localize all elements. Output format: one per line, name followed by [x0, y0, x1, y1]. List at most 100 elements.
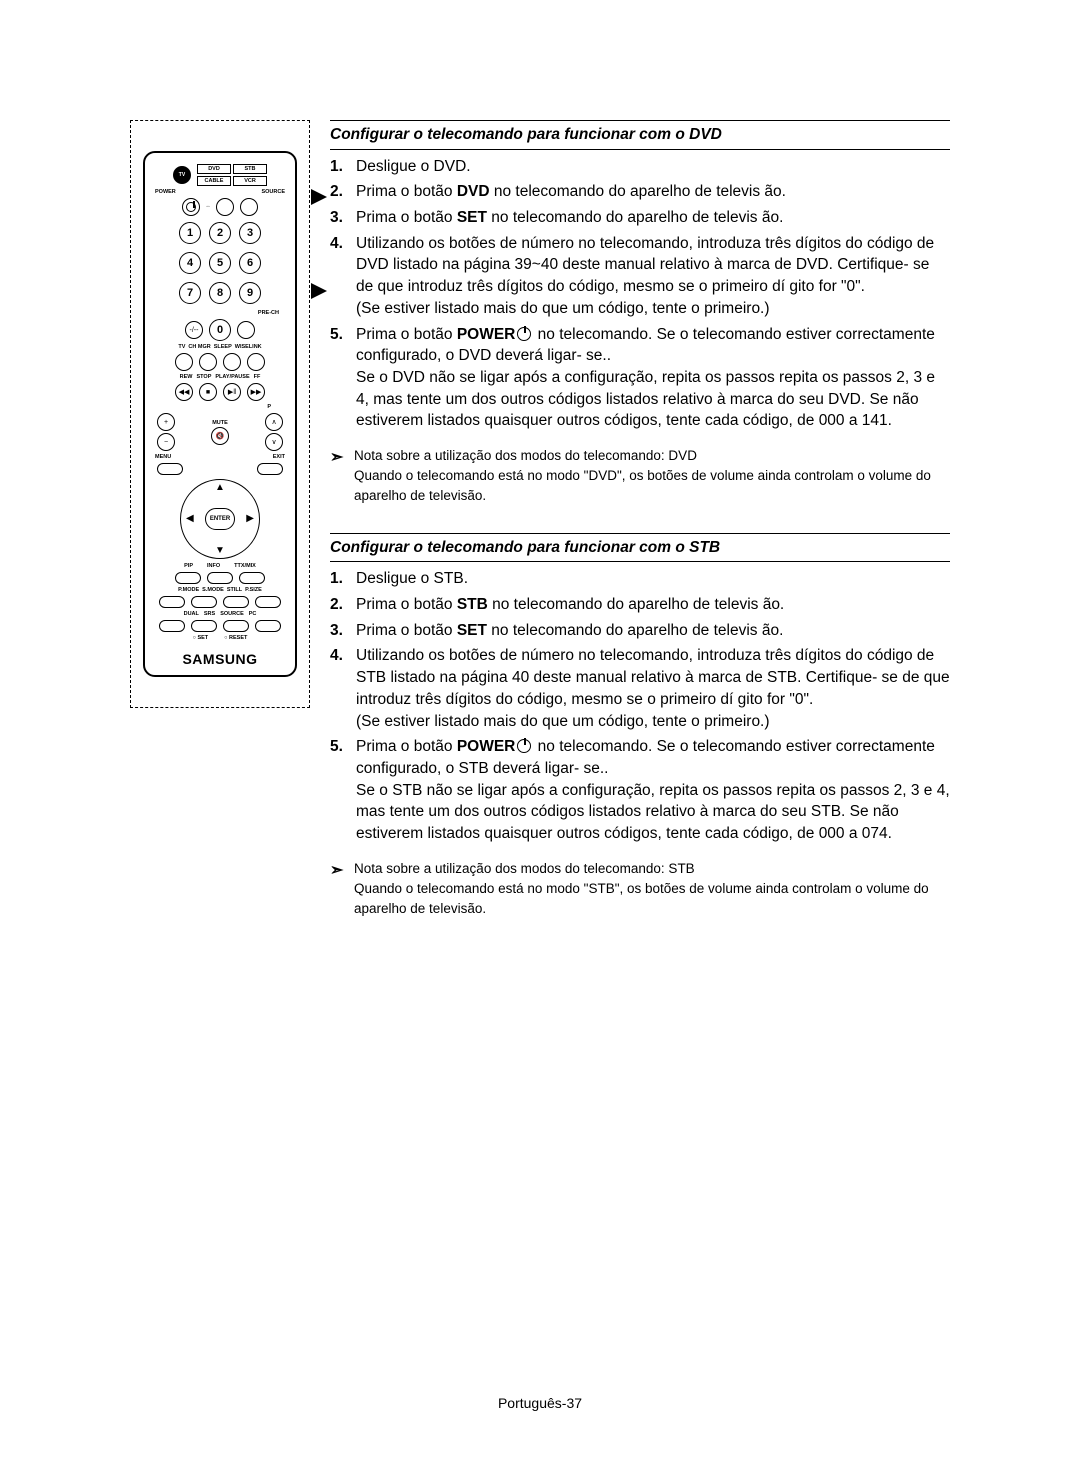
source-button	[240, 198, 258, 216]
remote-illustration-column: TV DVD STB CABLE VCR POWER SOURCE ◦◦	[130, 120, 310, 1421]
step-number: 1.	[330, 156, 356, 178]
steps-stb: 1.Desligue o STB.2.Prima o botão STB no …	[330, 568, 950, 844]
step-text: Prima o botão POWER no telecomando. Se o…	[356, 736, 950, 844]
lbl-srs: SRS	[204, 611, 215, 617]
remote-body: TV DVD STB CABLE VCR POWER SOURCE ◦◦	[143, 151, 297, 677]
section-dvd: Configurar o telecomando para funcionar …	[330, 120, 950, 507]
lbl-tv: TV	[178, 344, 185, 350]
power-button	[182, 198, 200, 216]
mode-vcr: VCR	[233, 176, 267, 186]
heading-stb: Configurar o telecomando para funcionar …	[330, 533, 950, 563]
num-9: 9	[239, 282, 261, 304]
fn-2	[199, 353, 217, 371]
lbl-source2: SOURCE	[220, 611, 244, 617]
lbl-still: STILL	[227, 587, 242, 593]
lbl-ff: FF	[254, 374, 261, 380]
lbl-chmgr: CH MGR	[188, 344, 210, 350]
lbl-rew: REW	[180, 374, 193, 380]
step-text: Prima o botão SET no telecomando do apar…	[356, 207, 950, 229]
play-button: ▶‖	[223, 383, 241, 401]
step: 1.Desligue o DVD.	[330, 156, 950, 178]
fn-4	[247, 353, 265, 371]
step: 1.Desligue o STB.	[330, 568, 950, 590]
num-4: 4	[179, 252, 201, 274]
step-number: 3.	[330, 620, 356, 642]
step-number: 4.	[330, 233, 356, 320]
note-text-dvd: Nota sobre a utilização dos modos do tel…	[354, 446, 950, 507]
stop-button: ■	[199, 383, 217, 401]
pmode-button	[159, 596, 185, 608]
mute-button: 🔇	[211, 427, 229, 445]
step-number: 3.	[330, 207, 356, 229]
lbl-wiselink: WISELINK	[235, 344, 262, 350]
step-number: 2.	[330, 181, 356, 203]
num-2: 2	[209, 222, 231, 244]
smode-button	[191, 596, 217, 608]
aux-button-1	[216, 198, 234, 216]
fn-1	[175, 353, 193, 371]
step-number: 1.	[330, 568, 356, 590]
prech-button	[237, 321, 255, 339]
steps-dvd: 1.Desligue o DVD. 2.Prima o botão DVD no …	[330, 156, 950, 432]
pc-button	[255, 620, 281, 632]
mode-dvd: DVD	[197, 164, 231, 174]
lbl-pmode: P.MODE	[178, 587, 199, 593]
dash-button: -/--	[185, 321, 203, 339]
lbl-pip: PIP	[184, 563, 193, 569]
step-text: Utilizando os botões de número no teleco…	[356, 233, 950, 320]
step-number: 2.	[330, 594, 356, 616]
num-7: 7	[179, 282, 201, 304]
mode-cable: CABLE	[197, 176, 231, 186]
num-1: 1	[179, 222, 201, 244]
step: 2.Prima o botão STB no telecomando do ap…	[330, 594, 950, 616]
menu-button	[157, 463, 183, 475]
lbl-pc: PC	[249, 611, 257, 617]
instructions-column: Configurar o telecomando para funcionar …	[330, 120, 950, 1421]
lbl-set: ○ SET	[193, 635, 209, 641]
lbl-dual: DUAL	[184, 611, 199, 617]
tv-button: TV	[173, 166, 191, 184]
mode-stb: STB	[233, 164, 267, 174]
step-text: Prima o botão DVD no telecomando do apar…	[356, 181, 950, 203]
page-footer: Português-37	[0, 1395, 1080, 1411]
number-pad: 1 2 3 4 5 6 7 8 9	[151, 222, 289, 304]
section-stb: Configurar o telecomando para funcionar …	[330, 533, 950, 920]
pip-button	[175, 572, 201, 584]
num-0: 0	[209, 319, 231, 341]
remote-dashed-frame: TV DVD STB CABLE VCR POWER SOURCE ◦◦	[130, 120, 310, 708]
note-dvd: ➣ Nota sobre a utilização dos modos do t…	[330, 446, 950, 507]
srs-button	[191, 620, 217, 632]
exit-button	[257, 463, 283, 475]
num-8: 8	[209, 282, 231, 304]
step-text: Prima o botão STB no telecomando do apar…	[356, 594, 950, 616]
lbl-psize: P.SIZE	[245, 587, 262, 593]
lbl-ttx: TTX/MIX	[234, 563, 256, 569]
vol-up: +	[157, 413, 175, 431]
enter-button: ENTER	[205, 508, 235, 530]
source2-button	[223, 620, 249, 632]
power-label: POWER	[155, 189, 176, 195]
lbl-sleep: SLEEP	[214, 344, 232, 350]
num-5: 5	[209, 252, 231, 274]
lbl-info: INFO	[207, 563, 220, 569]
step-text: Desligue o STB.	[356, 568, 950, 590]
step-text: Utilizando os botões de número no teleco…	[356, 645, 950, 732]
dpad: ▲ ▼ ◀ ▶ ENTER	[180, 479, 260, 559]
lbl-reset: ○ RESET	[224, 635, 247, 641]
p-label: P	[267, 404, 271, 410]
menu-label: MENU	[155, 454, 171, 460]
note-icon: ➣	[330, 446, 354, 507]
step: 2.Prima o botão DVD no telecomando do ap…	[330, 181, 950, 203]
step: 3.Prima o botão SET no telecomando do ap…	[330, 620, 950, 642]
note-text-stb: Nota sobre a utilização dos modos do tel…	[354, 859, 950, 920]
exit-label: EXIT	[273, 454, 285, 460]
ff-button: ▶▶	[247, 383, 265, 401]
note-stb: ➣ Nota sobre a utilização dos modos do t…	[330, 859, 950, 920]
step-number: 5.	[330, 736, 356, 844]
prech-label: PRE-CH	[258, 310, 279, 316]
step: 4.Utilizando os botões de número no tele…	[330, 645, 950, 732]
info-button	[207, 572, 233, 584]
step-text: Prima o botão SET no telecomando do apar…	[356, 620, 950, 642]
heading-dvd: Configurar o telecomando para funcionar …	[330, 120, 950, 150]
lbl-smode: S.MODE	[202, 587, 224, 593]
